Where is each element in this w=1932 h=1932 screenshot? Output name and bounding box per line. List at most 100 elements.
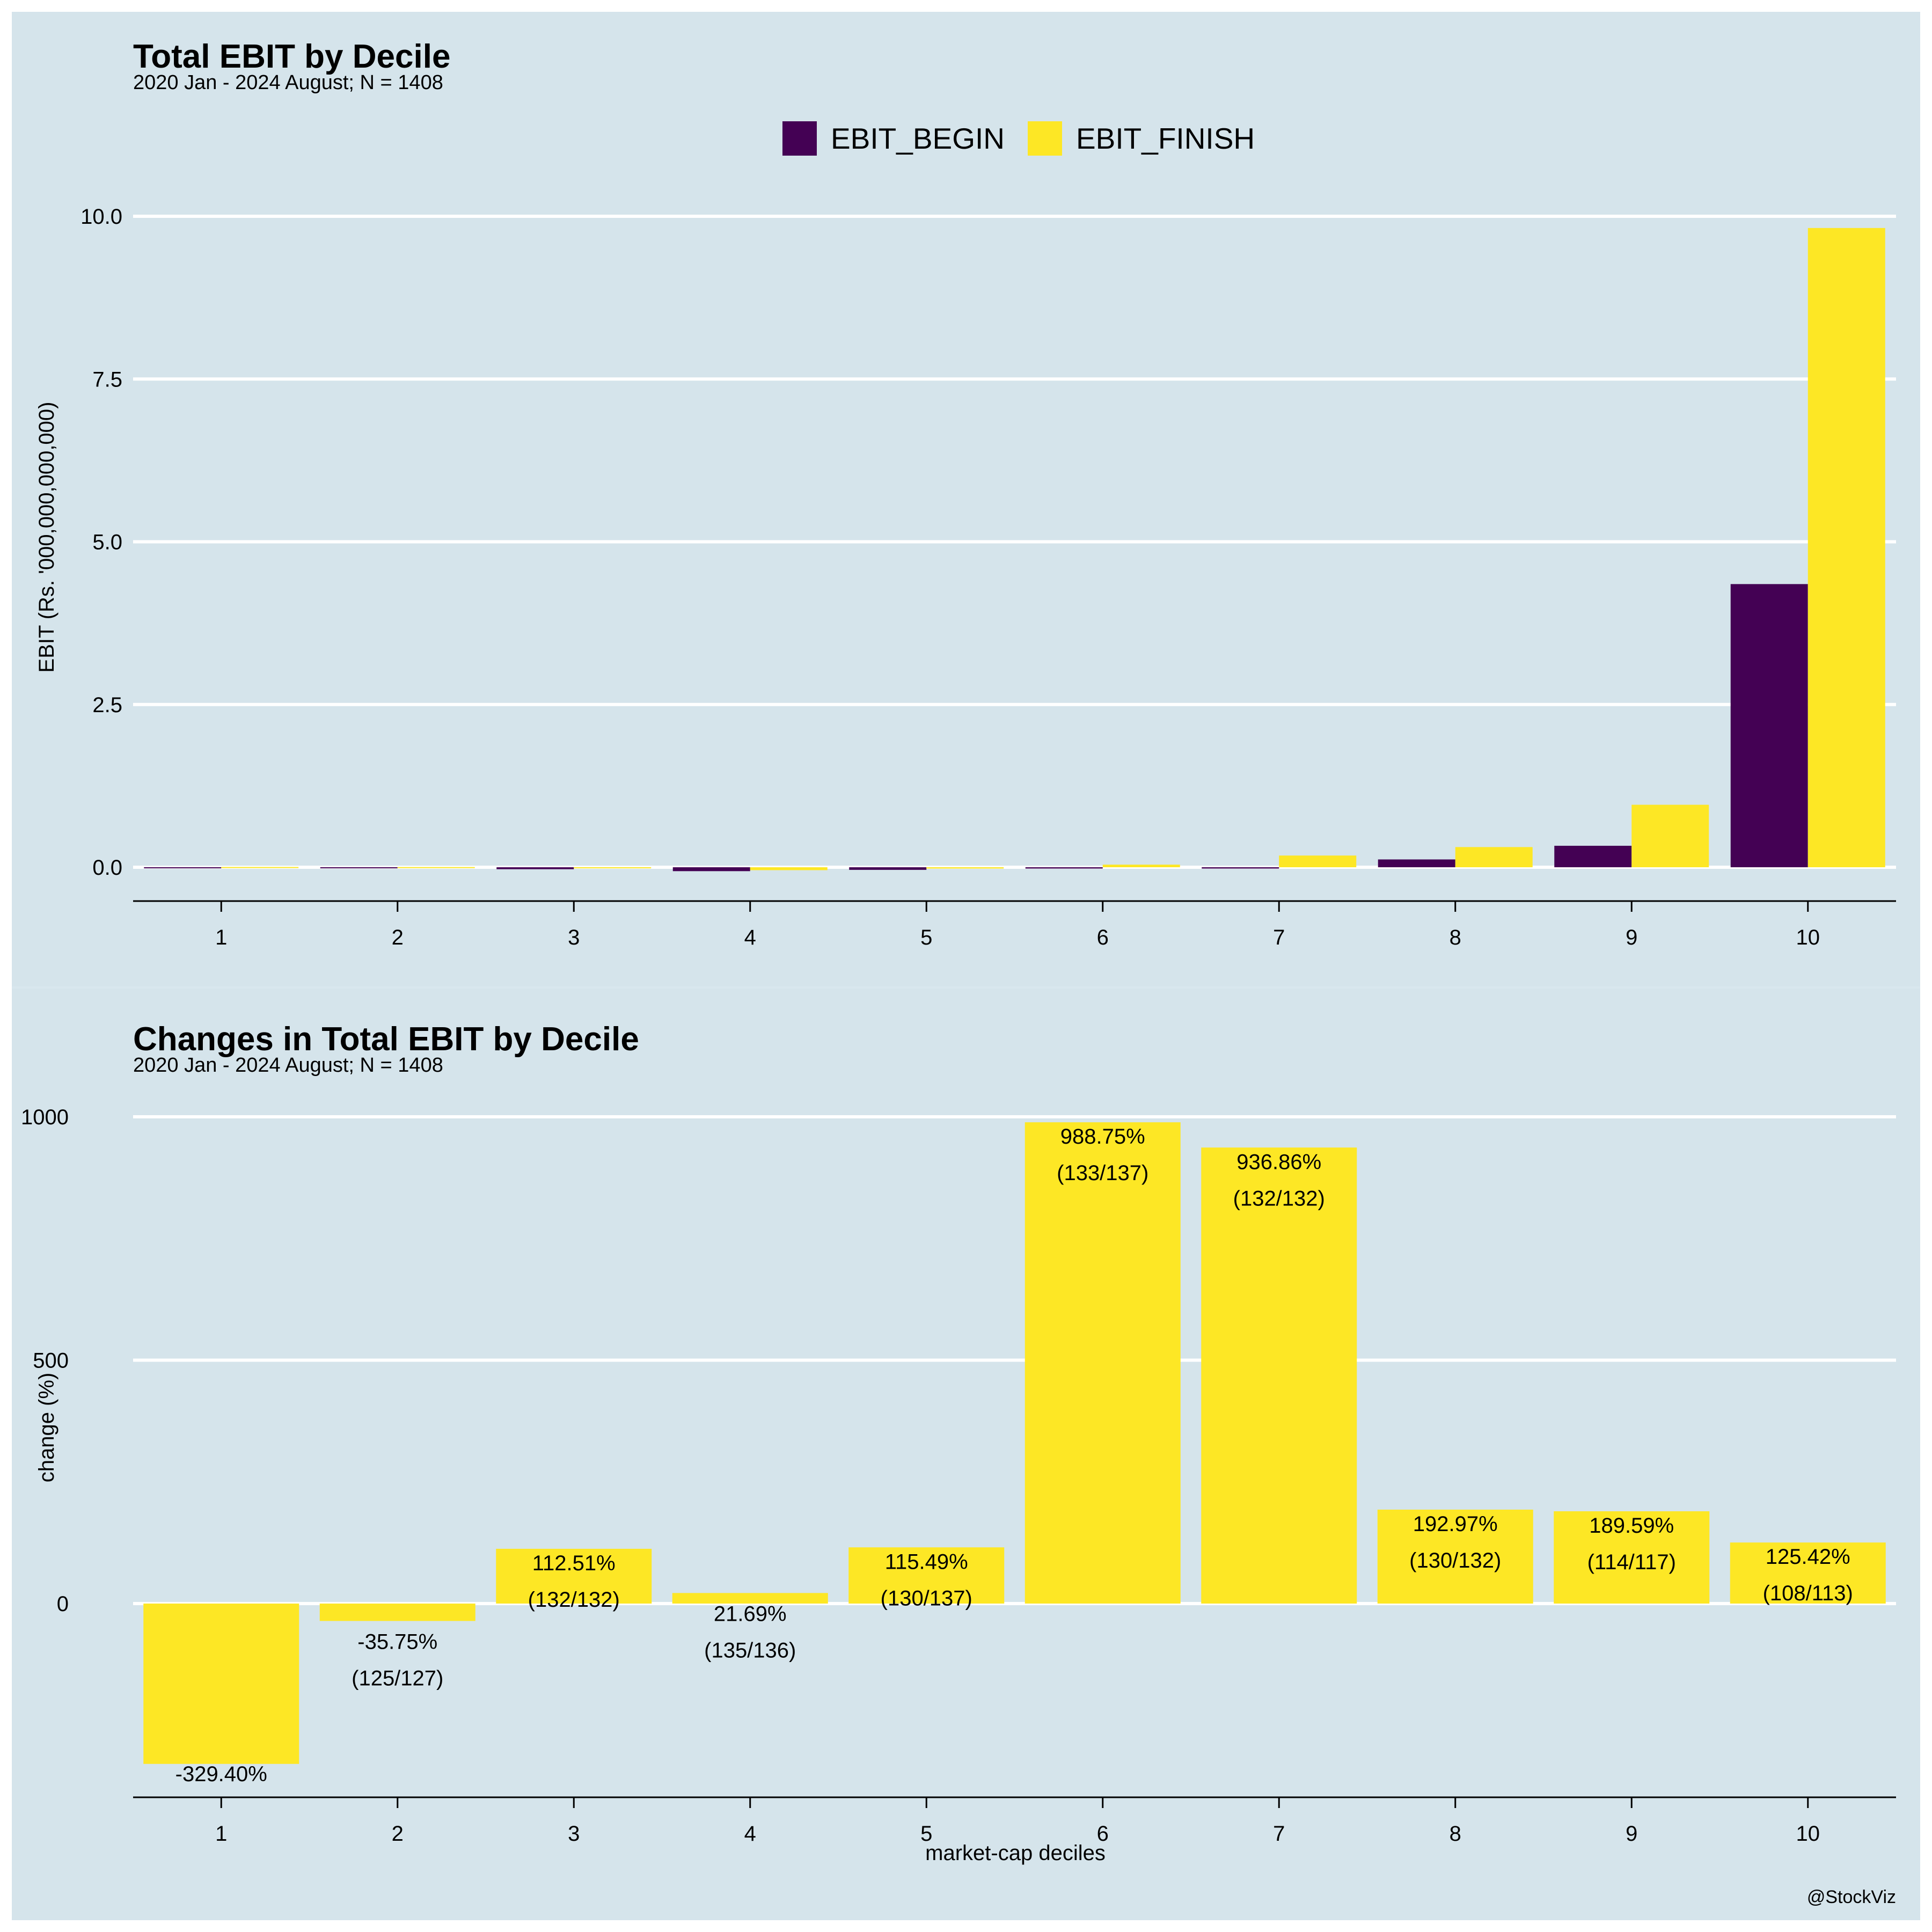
value-label-decile-5: 115.49% [885, 1550, 968, 1574]
bottom-chart-title: Changes in Total EBIT by Decile [133, 1021, 639, 1058]
ebit-by-decile-panel: Total EBIT by Decile 2020 Jan - 2024 Aug… [35, 38, 1896, 949]
bar-ebit-finish-decile-9 [1631, 804, 1709, 867]
bar-ebit-finish-decile-7 [1279, 855, 1357, 867]
top-chart-title: Total EBIT by Decile [133, 38, 450, 75]
x-axis-title: market-cap deciles [925, 1841, 1106, 1865]
value-label-decile-6: 988.75% [1060, 1125, 1145, 1148]
legend-label-ebit-finish: EBIT_FINISH [1076, 122, 1255, 155]
value-label-decile-7: 936.86% [1236, 1150, 1321, 1174]
bar-ebit-finish-decile-1 [221, 867, 299, 868]
count-label-decile-6: (133/137) [1057, 1161, 1148, 1185]
top-x-tick-label-6: 6 [1097, 926, 1109, 949]
bar-ebit-begin-decile-4 [672, 867, 750, 872]
value-label-decile-2: -35.75% [357, 1630, 437, 1653]
change-bar-decile-1 [143, 1604, 299, 1764]
bar-ebit-begin-decile-3 [496, 867, 574, 869]
top-x-tick-label-3: 3 [568, 926, 580, 949]
count-label-decile-4: (135/136) [704, 1638, 796, 1662]
top-y-tick-0-0: 0.0 [92, 856, 122, 880]
change-bar-decile-7 [1201, 1147, 1357, 1604]
legend-key-ebit-finish [1028, 121, 1062, 156]
change-bar-decile-5 [848, 1547, 1005, 1604]
top-chart-subtitle: 2020 Jan - 2024 August; N = 1408 [133, 71, 443, 94]
bar-ebit-begin-decile-6 [1025, 867, 1103, 869]
bottom-bars [143, 1122, 1886, 1764]
bottom-y-tick-labels: 0 500 1000 [21, 1106, 69, 1616]
bar-ebit-finish-decile-10 [1807, 228, 1885, 868]
bottom-x-tick-label-7: 7 [1273, 1822, 1285, 1846]
bottom-x-ticks: 1 2 3 4 5 6 7 8 9 10 [215, 1797, 1820, 1846]
change-bar-decile-10 [1730, 1542, 1886, 1604]
bar-ebit-begin-decile-9 [1554, 845, 1632, 867]
change-bar-decile-8 [1377, 1509, 1533, 1604]
bottom-x-tick-label-5: 5 [920, 1822, 932, 1846]
legend-label-ebit-begin: EBIT_BEGIN [831, 122, 1005, 155]
bottom-x-tick-label-1: 1 [215, 1822, 227, 1846]
bottom-x-tick-label-2: 2 [392, 1822, 404, 1846]
change-bar-decile-9 [1554, 1511, 1710, 1604]
count-label-decile-2: (125/127) [352, 1666, 443, 1690]
top-x-tick-label-4: 4 [744, 926, 756, 949]
top-x-tick-label-1: 1 [215, 926, 227, 949]
top-x-tick-label-8: 8 [1450, 926, 1461, 949]
count-label-decile-5: (130/137) [881, 1586, 972, 1610]
bar-ebit-finish-decile-8 [1455, 847, 1533, 867]
bottom-y-tick-1000: 1000 [21, 1106, 69, 1129]
bar-ebit-begin-decile-5 [849, 867, 927, 870]
legend: EBIT_BEGIN EBIT_FINISH [782, 121, 1255, 156]
change-bar-decile-3 [496, 1548, 652, 1604]
count-label-decile-10: (108/113) [1763, 1582, 1853, 1605]
top-x-ticks: 1 2 3 4 5 6 7 8 9 10 [215, 901, 1820, 949]
top-y-tick-5-0: 5.0 [92, 531, 122, 554]
top-y-tick-labels: 0.0 2.5 5.0 7.5 10.0 [80, 205, 122, 880]
bar-ebit-finish-decile-5 [926, 867, 1004, 869]
bottom-x-tick-label-10: 10 [1796, 1822, 1820, 1846]
top-y-tick-2-5: 2.5 [92, 693, 122, 717]
top-x-tick-label-5: 5 [920, 926, 932, 949]
bottom-x-tick-label-3: 3 [568, 1822, 580, 1846]
bottom-x-tick-label-4: 4 [744, 1822, 756, 1846]
value-label-decile-4: 21.69% [714, 1602, 787, 1626]
change-bar-decile-4 [672, 1593, 828, 1604]
value-label-decile-8: 192.97% [1413, 1512, 1498, 1536]
ebit-change-panel: Changes in Total EBIT by Decile 2020 Jan… [21, 1021, 1896, 1907]
value-label-decile-10: 125.42% [1766, 1545, 1850, 1569]
bottom-data-labels: -329.40% -35.75% (125/127) 112.51% (132/132)… [175, 1125, 1853, 1786]
value-label-decile-1: -329.40% [175, 1762, 267, 1786]
bottom-x-tick-label-9: 9 [1626, 1822, 1637, 1846]
bottom-y-tick-500: 500 [33, 1349, 69, 1373]
count-label-decile-7: (132/132) [1233, 1187, 1325, 1210]
bottom-x-tick-label-8: 8 [1450, 1822, 1461, 1846]
bottom-x-tick-label-6: 6 [1097, 1822, 1109, 1846]
count-label-decile-8: (130/132) [1409, 1549, 1501, 1572]
top-x-tick-label-9: 9 [1626, 926, 1637, 949]
value-label-decile-3: 112.51% [532, 1552, 616, 1575]
top-y-tick-10-0: 10.0 [80, 205, 122, 229]
panel-separator [12, 986, 1920, 989]
top-bars [144, 228, 1885, 872]
bar-ebit-begin-decile-7 [1202, 867, 1279, 869]
top-x-tick-label-2: 2 [392, 926, 404, 949]
top-y-axis-title: EBIT (Rs. '000,000,000,000) [35, 402, 58, 673]
bar-ebit-finish-decile-6 [1102, 865, 1180, 867]
top-x-tick-label-10: 10 [1796, 926, 1820, 949]
bar-ebit-begin-decile-1 [144, 867, 222, 868]
bar-ebit-finish-decile-2 [397, 867, 475, 868]
caption: @StockViz [1807, 1887, 1896, 1907]
count-label-decile-3: (132/132) [528, 1588, 620, 1612]
bar-ebit-begin-decile-2 [320, 867, 398, 868]
bar-ebit-begin-decile-8 [1378, 859, 1455, 867]
bottom-y-axis-title: change (%) [35, 1373, 58, 1483]
legend-key-ebit-begin [782, 121, 817, 156]
value-label-decile-9: 189.59% [1589, 1514, 1674, 1538]
bar-ebit-finish-decile-3 [574, 867, 652, 868]
change-bar-decile-6 [1024, 1122, 1181, 1604]
bar-ebit-begin-decile-10 [1730, 584, 1808, 867]
top-x-tick-label-7: 7 [1273, 926, 1285, 949]
bar-ebit-finish-decile-4 [750, 867, 828, 870]
bottom-chart-subtitle: 2020 Jan - 2024 August; N = 1408 [133, 1054, 443, 1077]
top-y-tick-7-5: 7.5 [92, 368, 122, 391]
change-bar-decile-2 [319, 1604, 475, 1621]
bottom-y-tick-0: 0 [57, 1592, 69, 1616]
